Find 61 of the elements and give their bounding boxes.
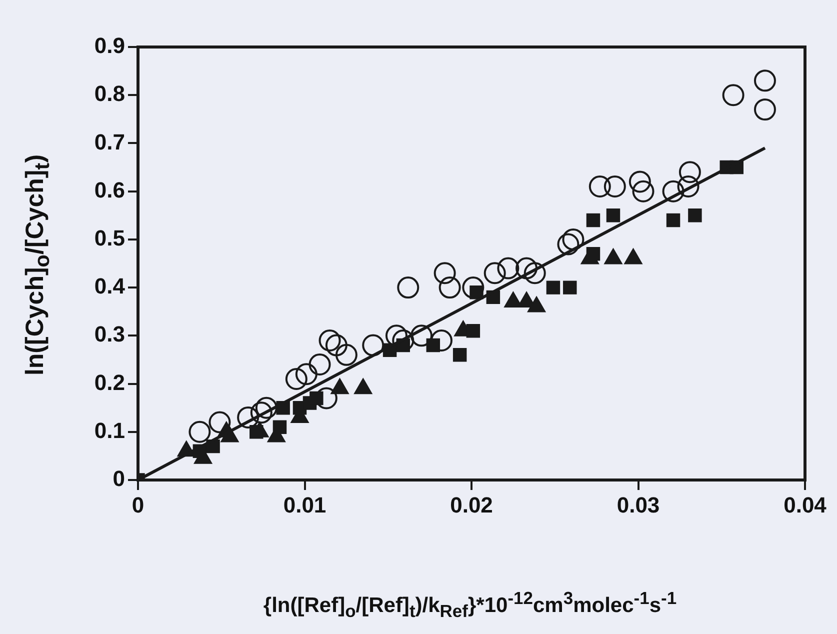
point [604, 176, 626, 198]
point [255, 396, 278, 419]
point [285, 368, 308, 390]
point [632, 180, 654, 202]
point [606, 208, 620, 222]
point [497, 257, 520, 280]
x-tick-label: 0 [132, 492, 144, 518]
point [677, 176, 700, 198]
point [524, 262, 546, 284]
point [662, 180, 684, 202]
point [462, 276, 484, 299]
point [754, 98, 776, 121]
y-tick-label: 0.3 [94, 322, 125, 347]
point [410, 324, 432, 347]
point [678, 161, 701, 184]
x-tick-label: 0.04 [784, 492, 828, 518]
point [546, 280, 560, 294]
point [208, 411, 231, 434]
point [562, 228, 584, 250]
point [563, 280, 577, 294]
y-tick-label: 0.4 [94, 274, 126, 299]
y-tick-label: 0.5 [94, 226, 125, 251]
point [430, 329, 452, 352]
point [250, 425, 264, 439]
point [318, 329, 341, 352]
point [586, 247, 600, 261]
point [688, 208, 702, 222]
point [295, 363, 318, 386]
text: {ln([Ref]$_{o}$/[Ref]$_{t}$)/k$_{Ref}$}*10$^{-12}$cm$^{3}$molec$^{-1}$s$^{-1}$ [263, 588, 677, 622]
x-tick-label: 0.02 [450, 492, 493, 518]
point [250, 402, 272, 424]
point [557, 233, 580, 256]
point [484, 262, 506, 284]
point [335, 344, 358, 366]
point [362, 334, 384, 356]
y-tick-label: 0 [112, 466, 125, 492]
point [272, 420, 287, 434]
point [628, 170, 651, 193]
x-tick-label: 0.01 [283, 492, 326, 518]
y-tick-label: 0.7 [94, 129, 125, 154]
point [397, 276, 420, 299]
point [586, 213, 600, 228]
point [188, 420, 211, 443]
point [308, 354, 331, 376]
point [438, 276, 461, 299]
y-tick-label: 0.8 [94, 81, 125, 106]
y-tick-label: 0.6 [94, 177, 125, 202]
point [722, 84, 744, 106]
x-tick-label: 0.03 [616, 492, 660, 518]
point [754, 70, 776, 92]
point [434, 262, 456, 284]
point [588, 176, 611, 198]
y-tick-label: 0.9 [94, 33, 125, 58]
point [325, 334, 348, 356]
point [516, 257, 538, 280]
point [237, 406, 260, 428]
point [452, 348, 467, 362]
y-tick-label: 0.1 [94, 418, 125, 443]
point [466, 324, 480, 338]
y-tick-label: 0.2 [94, 370, 125, 395]
point [666, 213, 680, 228]
